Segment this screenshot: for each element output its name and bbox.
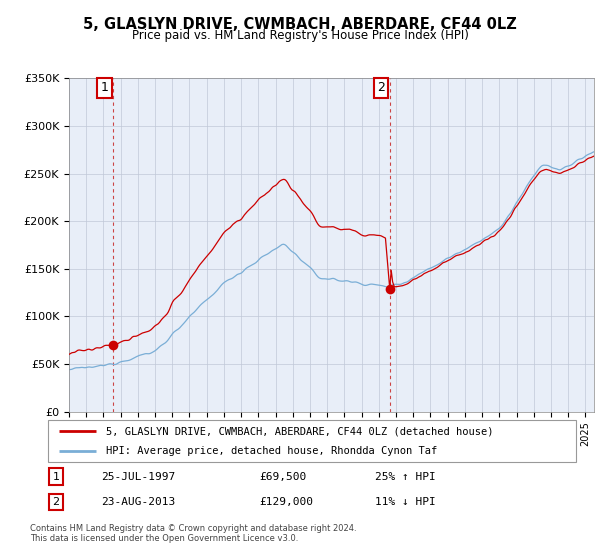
Text: HPI: Average price, detached house, Rhondda Cynon Taf: HPI: Average price, detached house, Rhon… (106, 446, 437, 456)
Text: 5, GLASLYN DRIVE, CWMBACH, ABERDARE, CF44 0LZ: 5, GLASLYN DRIVE, CWMBACH, ABERDARE, CF4… (83, 17, 517, 32)
Text: Price paid vs. HM Land Registry's House Price Index (HPI): Price paid vs. HM Land Registry's House … (131, 29, 469, 42)
Text: 2: 2 (377, 81, 385, 95)
Text: £129,000: £129,000 (259, 497, 313, 507)
Text: Contains HM Land Registry data © Crown copyright and database right 2024.
This d: Contains HM Land Registry data © Crown c… (30, 524, 356, 543)
Text: 11% ↓ HPI: 11% ↓ HPI (376, 497, 436, 507)
Text: £69,500: £69,500 (259, 472, 307, 482)
Text: 23-AUG-2013: 23-AUG-2013 (101, 497, 175, 507)
Text: 25-JUL-1997: 25-JUL-1997 (101, 472, 175, 482)
Text: 25% ↑ HPI: 25% ↑ HPI (376, 472, 436, 482)
Text: 5, GLASLYN DRIVE, CWMBACH, ABERDARE, CF44 0LZ (detached house): 5, GLASLYN DRIVE, CWMBACH, ABERDARE, CF4… (106, 426, 494, 436)
Text: 1: 1 (101, 81, 109, 95)
Text: 1: 1 (52, 472, 59, 482)
FancyBboxPatch shape (48, 420, 576, 462)
Text: 2: 2 (52, 497, 59, 507)
